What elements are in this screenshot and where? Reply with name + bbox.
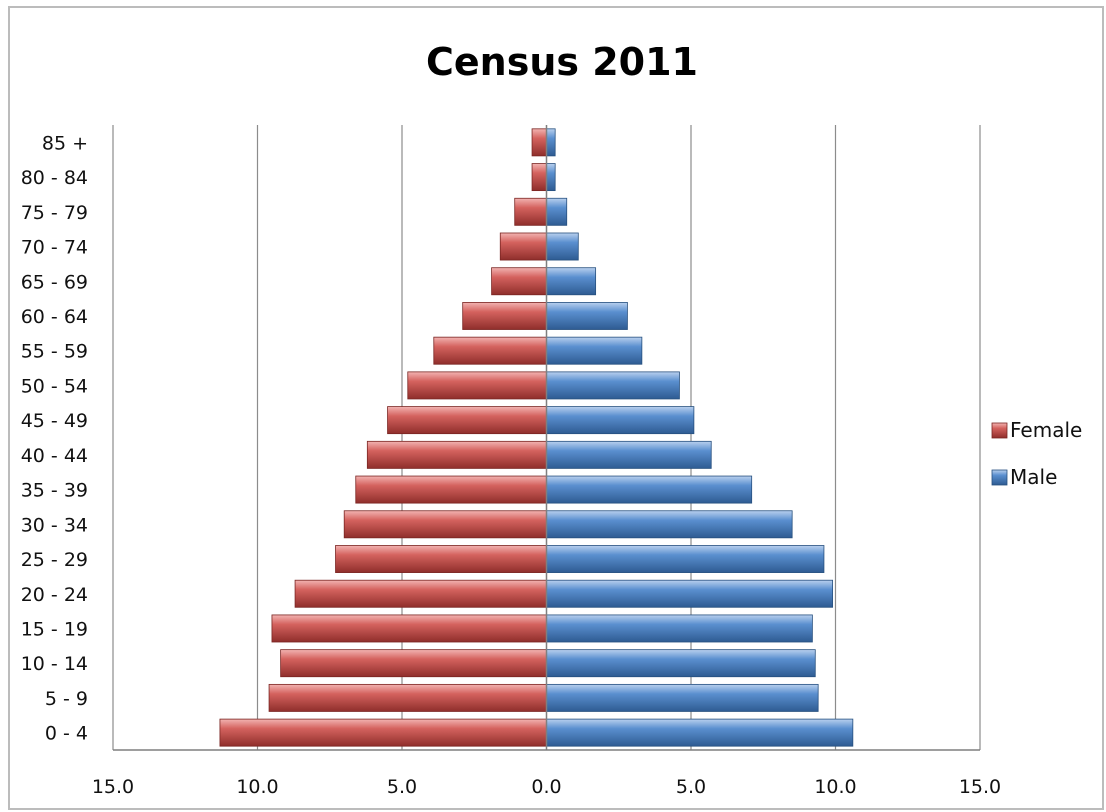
bar-female-35-39 xyxy=(355,475,547,504)
bar-male-50-54 xyxy=(546,371,680,400)
bar-male-45-49 xyxy=(546,406,695,435)
bar-male-35-39 xyxy=(546,475,753,504)
y-category-label: 50 - 54 xyxy=(21,375,88,397)
legend: Female Male xyxy=(991,418,1082,489)
y-category-label: 70 - 74 xyxy=(21,237,88,259)
bar-female-25-29 xyxy=(335,545,547,573)
bar-female-50-54 xyxy=(407,371,547,400)
legend-label-female: Female xyxy=(1010,418,1082,442)
y-category-label: 35 - 39 xyxy=(21,480,88,502)
y-category-label: 20 - 24 xyxy=(21,584,88,606)
bar-male-65-69 xyxy=(546,267,597,296)
bar-male-0-4 xyxy=(546,718,854,747)
x-tick-label: 10.0 xyxy=(236,776,278,798)
bar-male-5-9 xyxy=(546,683,819,712)
bar-female-20-24 xyxy=(294,579,547,608)
bar-female-85 xyxy=(531,128,547,157)
y-category-label: 65 - 69 xyxy=(21,271,88,293)
bar-male-25-29 xyxy=(546,545,825,573)
gridlines xyxy=(112,125,981,750)
legend-label-male: Male xyxy=(1010,465,1057,489)
y-category-label: 0 - 4 xyxy=(45,723,88,745)
axes: 15.0 10.0 5.0 0.0 5.0 10.0 15.0 0 - 4 5 - 9 10 - … xyxy=(21,125,1001,798)
y-category-label: 30 - 34 xyxy=(21,514,88,536)
y-category-label: 60 - 64 xyxy=(21,306,88,328)
bar-male-75-79 xyxy=(546,197,568,226)
bar-female-65-69 xyxy=(491,267,547,296)
x-tick-label: 5.0 xyxy=(676,776,706,798)
bar-male-70-74 xyxy=(546,232,579,261)
bars xyxy=(219,128,854,747)
y-category-label: 15 - 19 xyxy=(21,618,88,640)
bar-male-20-24 xyxy=(546,579,834,608)
bar-male-30-34 xyxy=(546,510,793,539)
bar-female-75-79 xyxy=(514,197,547,226)
bar-female-15-19 xyxy=(271,614,547,643)
x-tick-label: 0.0 xyxy=(531,776,561,798)
y-category-label: 5 - 9 xyxy=(45,688,88,710)
bar-male-10-14 xyxy=(546,649,816,678)
bar-male-40-44 xyxy=(546,440,712,469)
bar-female-60-64 xyxy=(462,302,547,330)
bar-female-80-84 xyxy=(531,163,547,192)
bar-female-55-59 xyxy=(433,336,547,365)
y-category-label: 10 - 14 xyxy=(21,653,88,675)
y-category-label: 80 - 84 xyxy=(21,167,88,189)
bar-female-0-4 xyxy=(219,718,547,747)
y-category-label: 85 + xyxy=(42,132,88,154)
x-tick-label: 10.0 xyxy=(814,776,856,798)
bar-female-40-44 xyxy=(366,440,547,469)
bar-female-70-74 xyxy=(499,232,547,261)
bar-female-30-34 xyxy=(343,510,547,539)
bar-female-10-14 xyxy=(280,649,547,678)
x-tick-label: 15.0 xyxy=(92,776,134,798)
chart-title: Census 2011 xyxy=(426,40,698,84)
legend-swatch-male xyxy=(991,469,1008,486)
bar-male-15-19 xyxy=(546,614,813,643)
bar-female-5-9 xyxy=(268,683,547,712)
bar-male-80-84 xyxy=(546,163,556,192)
legend-swatch-female xyxy=(991,422,1008,439)
y-category-label: 25 - 29 xyxy=(21,549,88,571)
bar-male-60-64 xyxy=(546,302,628,330)
bar-male-85 xyxy=(546,128,556,157)
y-category-label: 40 - 44 xyxy=(21,445,88,467)
bar-male-55-59 xyxy=(546,336,643,365)
bar-female-45-49 xyxy=(387,406,547,435)
x-tick-label: 15.0 xyxy=(959,776,1001,798)
y-category-label: 55 - 59 xyxy=(21,341,88,363)
y-category-label: 45 - 49 xyxy=(21,410,88,432)
y-category-label: 75 - 79 xyxy=(21,202,88,224)
x-tick-label: 5.0 xyxy=(387,776,417,798)
